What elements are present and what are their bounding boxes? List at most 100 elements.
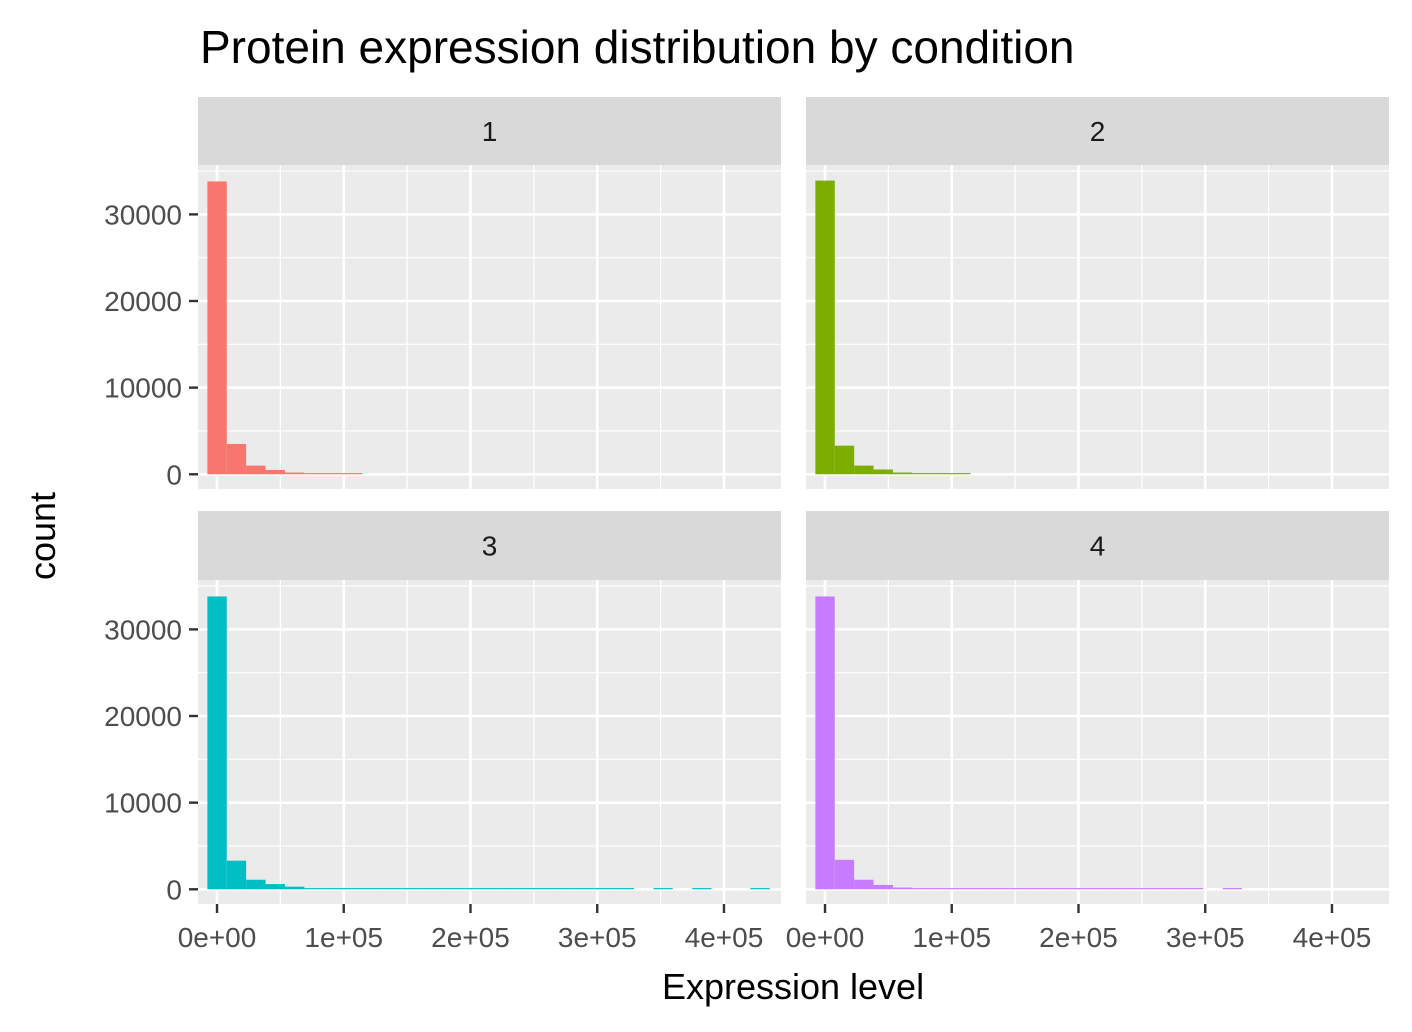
histogram-bar	[970, 888, 990, 890]
histogram-bar	[951, 473, 971, 475]
histogram-bar	[1125, 888, 1146, 890]
panel-background	[806, 165, 1389, 489]
histogram-bar	[815, 180, 835, 475]
histogram-bar	[323, 888, 344, 890]
histogram-bar	[873, 469, 893, 475]
histogram-bar	[1009, 888, 1029, 890]
facet-panels: 1 0 10000 20000 30000 2 3 0 10000 20000 30000 0e+00…	[104, 97, 1389, 953]
histogram-bar	[931, 473, 952, 475]
chart-title: Protein expression distribution by condi…	[200, 21, 1075, 73]
histogram-bar	[1164, 888, 1184, 890]
y-tick-label: 10000	[104, 788, 182, 819]
histogram-bar	[1222, 888, 1242, 890]
facet-strip-label: 3	[482, 531, 498, 562]
histogram-bar	[498, 888, 518, 890]
histogram-bar	[892, 887, 913, 890]
y-tick-label: 30000	[104, 199, 182, 230]
histogram-bar	[226, 443, 247, 475]
facet-panel-4: 4 0e+00 1e+05 2e+05 3e+05 4e+05	[786, 511, 1389, 953]
y-tick-label: 20000	[104, 701, 182, 732]
histogram-bar	[912, 888, 932, 890]
histogram-bar	[323, 473, 344, 475]
y-tick-label: 0	[166, 459, 182, 490]
histogram-bar	[207, 596, 227, 890]
histogram-bar	[284, 886, 305, 890]
histogram-bar	[931, 888, 952, 890]
facet-strip	[806, 511, 1389, 580]
histogram-bar	[834, 445, 855, 475]
facet-panel-1: 1 0 10000 20000 30000	[104, 97, 781, 490]
histogram-bar	[912, 473, 932, 475]
histogram-bar	[517, 888, 538, 890]
histogram-bar	[653, 888, 673, 890]
x-tick-label: 0e+00	[786, 922, 865, 953]
y-tick-label: 10000	[104, 373, 182, 404]
histogram-bar	[304, 888, 324, 890]
facet-strip-label: 4	[1090, 531, 1106, 562]
facet-panel-2: 2	[806, 97, 1389, 489]
histogram-bar	[1145, 888, 1165, 890]
panel-background	[198, 165, 781, 489]
facet-panel-3: 3 0 10000 20000 30000 0e+00 1e+05 2e+05 3e+05 4e+…	[104, 511, 781, 953]
x-tick-label: 1e+05	[304, 922, 383, 953]
y-tick-label: 30000	[104, 614, 182, 645]
histogram-bar	[614, 888, 634, 890]
histogram-bar	[750, 888, 770, 890]
x-tick-label: 3e+05	[1166, 922, 1245, 953]
histogram-bar	[362, 888, 382, 890]
histogram-bar	[207, 181, 227, 475]
histogram-bar	[1048, 888, 1068, 890]
histogram-bar	[854, 879, 874, 890]
histogram-bar	[692, 888, 712, 890]
facet-strip-label: 1	[482, 116, 498, 147]
facet-strip	[198, 97, 781, 165]
histogram-bar	[284, 472, 305, 475]
histogram-bar	[381, 888, 402, 890]
histogram-bar	[951, 888, 971, 890]
y-axis-title: count	[22, 492, 63, 580]
x-tick-label: 2e+05	[1039, 922, 1118, 953]
y-tick-label: 20000	[104, 286, 182, 317]
histogram-bar	[478, 888, 499, 890]
histogram-bar	[892, 472, 913, 475]
histogram-bar	[401, 888, 421, 890]
histogram-bar	[537, 888, 557, 890]
histogram-bar	[304, 473, 324, 475]
histogram-bar	[265, 884, 285, 890]
panel-background	[198, 580, 781, 904]
histogram-bar	[1028, 888, 1049, 890]
facet-strip	[198, 511, 781, 580]
x-tick-label: 0e+00	[178, 922, 257, 953]
histogram-bar	[1086, 888, 1107, 890]
x-tick-label: 4e+05	[685, 922, 764, 953]
histogram-bar	[556, 888, 576, 890]
facet-strip	[806, 97, 1389, 165]
histogram-bar	[575, 888, 596, 890]
y-tick-label: 0	[166, 874, 182, 905]
histogram-bar	[343, 888, 363, 890]
histogram-bar	[440, 888, 460, 890]
facet-strip-label: 2	[1090, 116, 1106, 147]
histogram-bar	[1106, 888, 1126, 890]
histogram-bar	[815, 596, 835, 890]
histogram-bar	[420, 888, 441, 890]
histogram-bar	[459, 888, 479, 890]
x-tick-label: 4e+05	[1293, 922, 1372, 953]
histogram-bar	[854, 465, 874, 475]
histogram-bar	[1183, 888, 1204, 890]
panel-background	[806, 580, 1389, 904]
x-tick-label: 3e+05	[558, 922, 637, 953]
histogram-bar	[246, 465, 266, 475]
histogram-bar	[1067, 888, 1087, 890]
x-axis-title: Expression level	[662, 966, 924, 1007]
histogram-bar	[595, 888, 615, 890]
histogram-bar	[834, 859, 855, 890]
histogram-bar	[343, 473, 363, 475]
x-tick-label: 2e+05	[431, 922, 510, 953]
histogram-bar	[873, 884, 893, 890]
histogram-bar	[246, 879, 266, 890]
histogram-bar	[989, 888, 1010, 890]
x-tick-label: 1e+05	[912, 922, 991, 953]
histogram-bar	[226, 860, 247, 890]
